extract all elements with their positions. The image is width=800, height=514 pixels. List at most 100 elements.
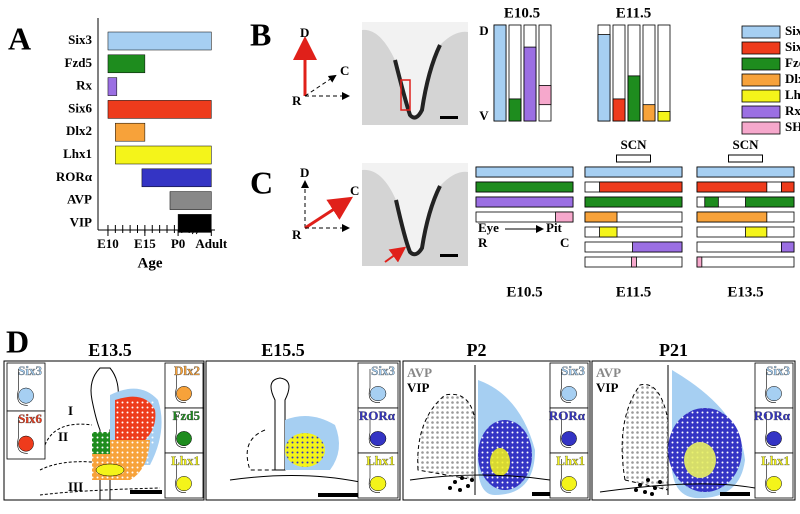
inset-label: Six6 <box>18 411 42 426</box>
drawing-p2 <box>409 365 552 496</box>
orientation-c <box>301 180 354 232</box>
gene-label: VIP <box>70 214 92 229</box>
panel-letter: D <box>6 323 29 359</box>
axis-label: C <box>340 63 349 78</box>
expression-segment <box>696 166 795 178</box>
gene-label: Lhx1 <box>63 146 92 161</box>
x-tick-label: E15 <box>134 236 156 251</box>
expression-segment <box>696 181 768 193</box>
peptide-label: VIP <box>596 380 618 395</box>
gene-label: RORα <box>56 169 93 184</box>
axis-label: D <box>300 25 309 40</box>
legend-label: Six6 <box>785 39 800 54</box>
column-outline <box>538 24 552 122</box>
inset-outline <box>368 414 381 448</box>
expression-segment <box>475 196 574 208</box>
column-outline <box>657 24 671 122</box>
expression-segment <box>597 34 611 122</box>
expression-segment <box>584 211 618 223</box>
orientation-b <box>293 36 350 100</box>
inset-expression <box>176 431 192 447</box>
expression-bar <box>107 77 118 96</box>
panel-letter: A <box>8 20 31 56</box>
expression-bar <box>177 214 212 233</box>
inset-label: Six3 <box>18 363 42 378</box>
inset-outline <box>175 459 186 493</box>
axis-label: R <box>292 93 302 108</box>
inset-label: Lhx1 <box>171 453 200 468</box>
expression-segment <box>632 241 683 253</box>
expression-segment <box>475 181 574 193</box>
expression-segment <box>745 226 768 238</box>
inset-outline <box>765 459 776 493</box>
expression-segment <box>584 196 683 208</box>
region-label: III <box>68 479 83 494</box>
gene-label: AVP <box>67 192 92 207</box>
legend-label: Rx <box>785 103 800 118</box>
expression-segment <box>538 85 552 106</box>
dv-label: D <box>479 23 488 38</box>
expression-segment <box>555 211 574 223</box>
stage-title: P21 <box>659 340 688 360</box>
legend-swatch <box>741 41 781 55</box>
inset-label: Lhx1 <box>366 453 395 468</box>
stage-title: E10.5 <box>504 5 540 21</box>
inset-label: RORα <box>549 408 586 423</box>
panel-frame <box>402 360 591 501</box>
expression-bar <box>141 168 212 188</box>
inset-expression <box>18 387 34 404</box>
expression-bar <box>169 191 212 210</box>
stage-title: E13.5 <box>727 284 763 300</box>
inset-outline <box>368 369 381 403</box>
stage-title: E10.5 <box>506 284 542 300</box>
inset-outline <box>765 414 776 448</box>
legend-swatch <box>741 121 781 135</box>
inset-label: Lhx1 <box>556 453 585 468</box>
stage-title: E11.5 <box>616 284 651 300</box>
legend-swatch <box>741 73 781 87</box>
micrograph-c <box>362 163 468 266</box>
expression-segment <box>599 226 618 238</box>
drawing-e13 <box>39 367 162 501</box>
inset-outline <box>765 369 776 403</box>
expression-bar <box>115 145 212 165</box>
x-tick-label: P0 <box>171 236 185 251</box>
gene-label: Six3 <box>68 32 92 47</box>
x-tick-label: E10 <box>97 236 119 251</box>
peptide-label: AVP <box>596 365 621 380</box>
axis-label: C <box>350 183 359 198</box>
axis-label: R <box>292 227 302 242</box>
gene-label: Dlx2 <box>66 123 92 138</box>
row-outline <box>584 226 683 238</box>
expression-segment <box>631 256 637 268</box>
micrograph-b <box>362 22 468 125</box>
scn-box <box>728 154 763 163</box>
expression-segment <box>508 98 522 122</box>
legend-swatch <box>741 25 781 39</box>
panel-letter: B <box>250 16 271 52</box>
legend-label: Fzd5 <box>785 55 800 70</box>
row-outline <box>696 241 795 253</box>
inset-expression <box>561 386 577 402</box>
inset-label: Dlx2 <box>174 363 200 378</box>
inset-expression <box>369 431 387 447</box>
inset-frame <box>754 452 794 499</box>
region-label: I <box>68 403 73 418</box>
inset-frame <box>357 407 399 454</box>
direction-label: Eye <box>478 220 499 235</box>
inset-outline <box>175 414 186 448</box>
expression-segment <box>696 211 768 223</box>
expression-segment <box>612 98 626 122</box>
gene-label: Six6 <box>68 100 92 115</box>
inset-outline <box>17 417 28 454</box>
x-axis-title: Age <box>138 255 163 271</box>
expression-segment <box>523 46 537 122</box>
inset-outline <box>17 369 28 406</box>
stage-title: P2 <box>467 340 487 360</box>
inset-expression <box>369 476 387 492</box>
dv-label: V <box>479 108 489 123</box>
inset-label: RORα <box>359 408 396 423</box>
inset-label: Six3 <box>766 363 790 378</box>
legend-swatch <box>741 105 781 119</box>
